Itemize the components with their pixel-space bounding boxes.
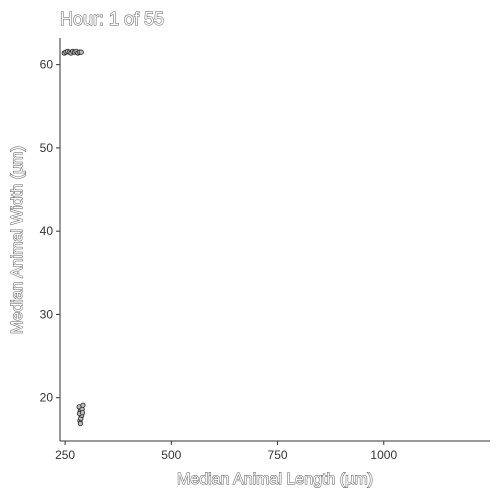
y-tick-label: 20	[40, 391, 54, 405]
data-points	[61, 48, 86, 427]
x-tick-label: 750	[268, 448, 288, 462]
data-point	[79, 410, 86, 416]
x-axis-title: Median Animal Length (µm)	[177, 471, 373, 488]
y-tick-label: 40	[40, 224, 54, 238]
y-tick-label: 30	[40, 307, 54, 321]
x-axis-ticks: 250 500 750 1000	[55, 441, 397, 462]
x-tick-label: 500	[161, 448, 181, 462]
data-point	[77, 420, 83, 427]
y-axis-ticks: 20 30 40 50 60	[40, 58, 60, 405]
x-tick-label: 250	[55, 448, 75, 462]
data-point	[78, 49, 84, 55]
data-point	[80, 402, 86, 408]
y-axis-title: Median Animal Width (µm)	[9, 146, 26, 334]
y-tick-label: 60	[40, 58, 54, 72]
chart-title: Hour: 1 of 55	[60, 9, 164, 29]
x-tick-label: 1000	[370, 448, 397, 462]
y-tick-label: 50	[40, 141, 54, 155]
